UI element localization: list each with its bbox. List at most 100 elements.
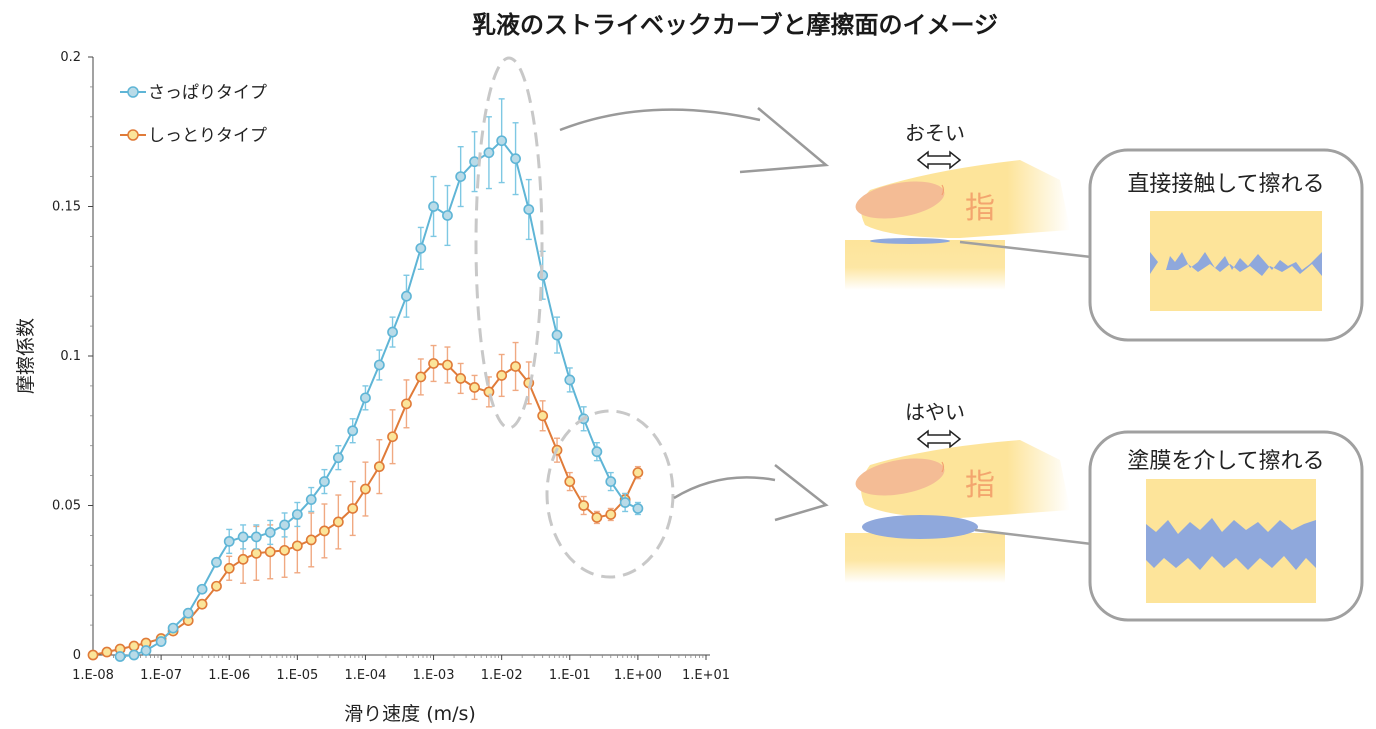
data-point-sappari [155, 636, 167, 647]
data-point-sappari [196, 583, 208, 595]
data-point-sappari [223, 535, 235, 547]
legend-label-sappari: さっぱりタイプ [148, 83, 267, 103]
x-axis-label: 滑り速度 (m/s) [344, 703, 476, 725]
data-point-shittori [279, 544, 290, 556]
data-point-sappari [114, 651, 126, 662]
data-point-sappari [237, 531, 249, 543]
arrow-head-top [739, 107, 830, 174]
data-point-shittori [223, 562, 235, 574]
legend-marker-sappari [127, 86, 139, 98]
data-point-sappari [387, 326, 398, 338]
data-point-shittori [496, 370, 508, 381]
data-point-shittori [564, 476, 576, 487]
data-point-sappari [428, 201, 439, 212]
data-point-sappari [523, 204, 535, 215]
data-point-shittori [632, 467, 644, 479]
surface-plate-top [845, 240, 1005, 290]
data-point-shittori [305, 534, 317, 546]
data-point-shittori [319, 525, 330, 537]
data-point-shittori [101, 646, 113, 658]
data-point-sappari [401, 290, 412, 302]
data-point-sappari [415, 242, 427, 254]
chart-area: 1.E-08 1.E-07 1.E-06 1.E-05 1.E-04 1.E-03 1.E-… [15, 50, 730, 725]
data-point-shittori [469, 381, 480, 393]
legend-label-shittori: しっとりタイプ [148, 126, 267, 146]
highlight-ellipse-valley [545, 409, 675, 579]
data-point-sappari [264, 527, 276, 538]
data-point-sappari [332, 452, 344, 464]
finger-label-bottom: 指 [965, 468, 995, 503]
data-point-shittori [87, 649, 99, 661]
data-point-sappari [483, 147, 495, 159]
thin-film-top [870, 238, 950, 244]
data-point-shittori [510, 361, 521, 372]
bubble-text-top: 直接接触して擦れる [1127, 172, 1324, 197]
film-layer-bottom [1146, 518, 1316, 570]
bubble-text-bottom: 塗膜を介して擦れる [1127, 449, 1324, 474]
data-point-sappari [167, 622, 179, 634]
data-point-sappari [551, 329, 563, 341]
x-tick-label: 1.E-04 [345, 668, 387, 683]
surface-plate-bottom [845, 533, 1005, 583]
data-point-sappari [510, 153, 521, 165]
data-point-shittori [578, 500, 590, 511]
data-point-shittori [291, 540, 303, 552]
nail-tip-bottom [941, 461, 945, 473]
data-point-shittori [332, 516, 344, 528]
highlight-ellipse-peak [474, 56, 544, 430]
finger-label-top: 指 [965, 191, 995, 226]
illustration-slow: おそい 指 直接接触して擦れる [845, 121, 1364, 342]
x-tick-label: 1.E-06 [208, 668, 250, 683]
legend: さっぱりタイプ しっとりタイプ [120, 83, 267, 146]
data-point-sappari [605, 476, 617, 487]
data-point-shittori [415, 371, 427, 383]
data-point-sappari [619, 497, 631, 508]
x-tick-label: 1.E-03 [413, 668, 455, 683]
data-point-shittori [250, 547, 262, 559]
x-tick-label: 1.E-05 [276, 668, 318, 683]
data-point-sappari [591, 446, 603, 458]
data-point-sappari [455, 171, 467, 182]
data-point-shittori [347, 503, 359, 514]
legend-marker-shittori [127, 129, 139, 141]
asperities-top [1150, 252, 1322, 276]
data-point-sappari [305, 494, 317, 505]
fingernail-top [855, 181, 945, 219]
data-point-sappari [442, 210, 453, 221]
data-point-shittori [211, 580, 222, 592]
y-tick-label: 0 [73, 648, 81, 663]
data-point-shittori [196, 598, 208, 610]
y-axis-label: 摩擦係数 [15, 318, 37, 394]
series-layer [87, 98, 644, 662]
data-point-shittori [455, 373, 467, 384]
data-point-shittori [237, 553, 249, 565]
data-point-shittori [428, 358, 439, 369]
data-point-sappari [373, 359, 385, 371]
x-tick-label: 1.E-08 [72, 668, 114, 683]
x-tick-label: 1.E+01 [682, 668, 730, 683]
y-tick-label: 0.15 [52, 200, 81, 215]
arrow-head-bottom [774, 464, 829, 522]
nail-tip-top [941, 184, 945, 196]
data-point-shittori [537, 410, 549, 422]
y-tick-label: 0.1 [60, 349, 81, 364]
data-point-shittori [387, 431, 398, 443]
x-tick-label: 1.E-01 [549, 668, 591, 683]
y-tick-label: 0.05 [52, 499, 81, 514]
data-point-sappari [347, 425, 359, 437]
data-point-sappari [360, 392, 371, 404]
data-point-sappari [319, 476, 330, 487]
data-point-shittori [128, 640, 140, 652]
data-point-sappari [632, 503, 644, 514]
x-tick-label: 1.E-07 [140, 668, 182, 683]
data-point-sappari [564, 374, 576, 386]
data-point-shittori [264, 546, 276, 558]
speed-label-fast: はやい [905, 400, 965, 424]
fingernail-bottom [855, 458, 945, 496]
data-point-shittori [591, 512, 603, 523]
y-ticks: 0 0.05 0.1 0.15 0.2 [52, 50, 93, 663]
thick-film-bottom [862, 515, 978, 539]
data-point-sappari [211, 556, 222, 568]
data-point-shittori [442, 359, 453, 371]
speed-label-slow: おそい [905, 121, 965, 145]
